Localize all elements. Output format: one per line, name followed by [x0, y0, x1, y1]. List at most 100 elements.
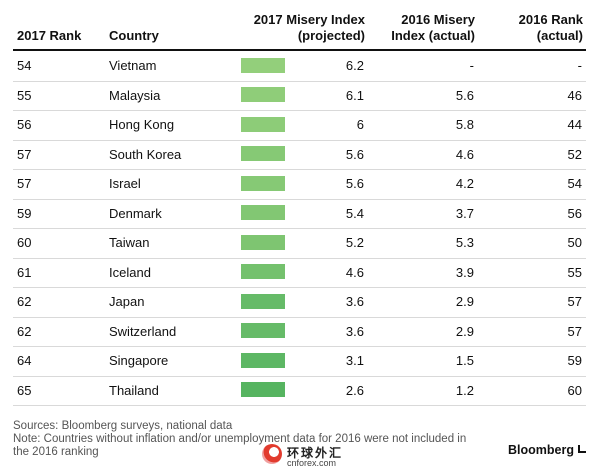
cell-2016-rank: 55 [567, 264, 582, 280]
cell-2016-rank: 50 [567, 235, 582, 250]
cell-2017-misery: 3.6 [345, 323, 364, 339]
table-row: 64 Singapore 3.1 1.5 59 [13, 346, 586, 377]
header-divider [13, 49, 586, 51]
cell-2017-misery: 6.2 [345, 58, 364, 73]
header-2016-rank-actual: 2016 Rank (actual) [519, 12, 583, 44]
cell-country: Malaysia [109, 87, 161, 103]
cell-2017-rank: 62 [17, 323, 32, 339]
heat-cell [241, 293, 285, 309]
heat-cell [241, 87, 285, 103]
footnote-line1: Note: Countries without inflation and/or… [13, 433, 467, 445]
cell-2017-rank: 65 [17, 382, 32, 398]
table-row: 54 Vietnam 6.2 - - [13, 51, 586, 82]
cell-2017-misery: 2.6 [345, 382, 364, 398]
cell-2017-misery: 3.6 [345, 294, 364, 309]
cell-2017-rank: 60 [17, 235, 32, 250]
table-row: 65 Thailand 2.6 1.2 60 [13, 376, 586, 406]
heat-cell [241, 205, 285, 221]
cell-2017-misery: 5.6 [345, 146, 364, 162]
cell-2017-rank: 54 [17, 58, 32, 73]
cell-2016-misery: 1.2 [455, 382, 474, 398]
cell-2016-misery: 5.6 [455, 87, 474, 103]
header-2016-rank-line1: 2016 Rank [518, 12, 583, 27]
cell-country: Hong Kong [109, 117, 175, 132]
heat-cell [241, 175, 285, 191]
cell-2016-misery: 1.5 [455, 353, 474, 368]
cell-2016-rank: - [577, 58, 582, 73]
cell-2016-rank: 52 [567, 146, 582, 162]
table-row: 62 Japan 3.6 2.9 57 [13, 287, 586, 318]
table-row: 57 South Korea 5.6 4.6 52 [13, 140, 586, 170]
cell-2016-misery: 4.2 [455, 176, 474, 191]
heat-cell [241, 234, 285, 250]
header-2017-misery-projected: 2017 Misery Index (projected) [254, 12, 365, 44]
cell-country: Israel [109, 176, 141, 191]
cell-2016-misery: - [469, 58, 474, 73]
cell-country: Thailand [109, 382, 159, 398]
cell-2016-misery: 2.9 [455, 294, 474, 309]
heat-cell [241, 57, 285, 73]
cell-2017-rank: 62 [17, 294, 32, 309]
cell-2016-misery: 4.6 [455, 146, 474, 162]
cell-2016-rank: 57 [567, 294, 582, 309]
bloomberg-brand: Bloomberg [508, 443, 586, 457]
cell-2016-misery: 3.9 [455, 264, 474, 280]
cell-2016-rank: 54 [567, 176, 582, 191]
cell-country: Switzerland [109, 323, 177, 339]
cell-2016-rank: 59 [567, 353, 582, 368]
table-row: 60 Taiwan 5.2 5.3 50 [13, 228, 586, 259]
header-2017-misery-line1: 2017 Misery Index [253, 12, 365, 27]
header-2016-rank-line2: (actual) [536, 28, 583, 43]
cell-2017-misery: 5.4 [345, 205, 364, 221]
footnote-line2: the 2016 ranking [13, 446, 99, 458]
heat-cell [241, 264, 285, 280]
cell-2016-rank: 44 [567, 117, 582, 132]
heat-cell [241, 323, 285, 339]
table-row: 61 Iceland 4.6 3.9 55 [13, 258, 586, 288]
bloomberg-arrow-icon [578, 445, 586, 453]
table-row: 57 Israel 5.6 4.2 54 [13, 169, 586, 200]
cell-2017-misery: 6.1 [345, 87, 364, 103]
heat-cell [241, 146, 285, 162]
cell-2017-misery: 5.2 [345, 235, 364, 250]
table-row: 62 Switzerland 3.6 2.9 57 [13, 317, 586, 347]
header-2016-misery-line1: 2016 Misery [401, 12, 475, 27]
header-2017-rank: 2017 Rank [17, 28, 82, 43]
cnforex-logo-icon [262, 444, 282, 464]
cell-country: South Korea [109, 146, 182, 162]
watermark-chinese-text: 环球外汇 [287, 446, 344, 460]
table-row: 59 Denmark 5.4 3.7 56 [13, 199, 586, 229]
cell-2016-misery: 3.7 [455, 205, 474, 221]
cell-2017-rank: 64 [17, 353, 32, 368]
cell-2016-rank: 56 [567, 205, 582, 221]
source-note: Sources: Bloomberg surveys, national dat… [13, 420, 233, 432]
cell-2017-rank: 59 [17, 205, 32, 221]
cell-country: Singapore [109, 353, 169, 368]
cell-country: Denmark [109, 205, 162, 221]
heat-cell [241, 382, 285, 398]
cell-2017-rank: 57 [17, 146, 32, 162]
header-2016-misery-line2: Index (actual) [391, 28, 475, 43]
bloomberg-brand-text: Bloomberg [508, 443, 574, 457]
watermark-url: cnforex.com [287, 458, 337, 468]
header-2017-misery-line2: (projected) [297, 28, 365, 43]
table-row: 56 Hong Kong 6 5.8 44 [13, 110, 586, 141]
table-row: 55 Malaysia 6.1 5.6 46 [13, 81, 586, 111]
cell-country: Vietnam [109, 58, 157, 73]
cell-country: Iceland [109, 264, 151, 280]
cell-2016-misery: 5.3 [455, 235, 474, 250]
cell-2017-rank: 61 [17, 264, 32, 280]
cell-2017-rank: 56 [17, 117, 32, 132]
heat-cell [241, 352, 285, 368]
cell-2017-rank: 57 [17, 176, 32, 191]
header-2016-misery-actual: 2016 Misery Index (actual) [391, 12, 475, 44]
cell-2017-rank: 55 [17, 87, 32, 103]
cell-country: Japan [109, 294, 145, 309]
cell-country: Taiwan [109, 235, 150, 250]
cell-2016-rank: 60 [567, 382, 582, 398]
cell-2017-misery: 5.6 [345, 176, 364, 191]
cell-2016-rank: 57 [567, 323, 582, 339]
cell-2017-misery: 6 [356, 117, 364, 132]
cell-2016-rank: 46 [567, 87, 582, 103]
cell-2016-misery: 5.8 [455, 117, 474, 132]
